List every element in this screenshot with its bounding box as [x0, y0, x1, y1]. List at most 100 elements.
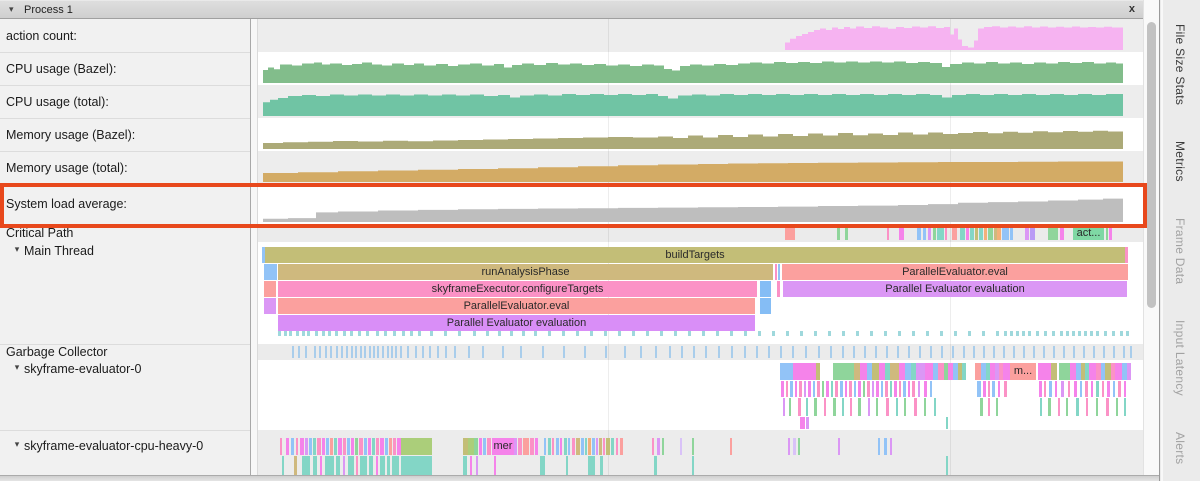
trace-slice[interactable] — [904, 398, 906, 416]
trace-slice[interactable] — [854, 363, 860, 380]
trace-slice[interactable] — [548, 438, 551, 455]
trace-slice[interactable] — [730, 438, 732, 455]
trace-slice[interactable] — [1066, 398, 1068, 416]
trace-slice[interactable] — [523, 438, 529, 455]
trace-slice[interactable] — [1070, 363, 1076, 380]
trace-slice[interactable] — [540, 456, 545, 475]
trace-slice[interactable] — [890, 381, 892, 397]
trace-slice[interactable] — [1085, 363, 1089, 380]
trace-slice[interactable] — [368, 438, 371, 455]
trace-slice[interactable] — [1089, 363, 1096, 380]
trace-slice[interactable] — [355, 438, 358, 455]
trace-slice[interactable] — [372, 438, 375, 455]
process-header[interactable]: ▾ Process 1 x — [0, 0, 1143, 19]
trace-slice[interactable] — [518, 438, 522, 455]
trace-slice[interactable] — [1002, 227, 1009, 240]
trace-slice[interactable] — [280, 438, 282, 455]
trace-slice[interactable] — [952, 227, 957, 240]
trace-slice[interactable] — [868, 398, 870, 416]
trace-slice[interactable] — [793, 363, 816, 380]
trace-slice[interactable] — [845, 381, 847, 397]
trace-slice[interactable] — [958, 363, 962, 380]
trace-slice[interactable] — [380, 456, 385, 475]
trace-slice[interactable] — [474, 438, 478, 455]
trace-slice-labeled[interactable]: mer — [492, 438, 514, 455]
trace-slice[interactable] — [934, 398, 936, 416]
trace-slice[interactable] — [654, 456, 657, 475]
trace-slice[interactable] — [849, 381, 852, 397]
trace-slice[interactable] — [960, 227, 965, 240]
trace-slice[interactable] — [970, 227, 974, 240]
trace-slice[interactable] — [468, 438, 474, 455]
trace-slice[interactable] — [1044, 381, 1046, 397]
trace-slice[interactable] — [938, 363, 944, 380]
trace-slice[interactable] — [1055, 381, 1057, 397]
trace-slice[interactable] — [876, 398, 878, 416]
trace-slice[interactable] — [994, 227, 997, 240]
trace-slice-labeled[interactable]: runAnalysisPhase — [278, 264, 773, 280]
trace-slice[interactable] — [376, 456, 378, 475]
trace-slice[interactable] — [1113, 381, 1115, 397]
trace-slice[interactable] — [806, 417, 809, 429]
trace-slice[interactable] — [903, 381, 906, 397]
trace-slice[interactable] — [867, 363, 872, 380]
trace-slice[interactable] — [1068, 381, 1070, 397]
trace-slice[interactable] — [588, 438, 591, 455]
trace-slice[interactable] — [923, 227, 926, 240]
trace-slice[interactable] — [572, 438, 575, 455]
trace-slice[interactable] — [611, 438, 614, 455]
track-canvas-cpu-bazel[interactable] — [258, 52, 1143, 85]
trace-slice[interactable] — [977, 381, 981, 397]
trace-slice[interactable] — [364, 438, 367, 455]
trace-slice[interactable] — [933, 227, 936, 240]
trace-slice[interactable] — [530, 438, 534, 455]
trace-slice[interactable] — [1105, 363, 1111, 380]
trace-slice[interactable] — [984, 227, 987, 240]
trace-slice[interactable] — [1081, 363, 1085, 380]
trace-slice[interactable] — [1085, 381, 1088, 397]
trace-slice[interactable] — [487, 438, 491, 455]
trace-slice[interactable] — [1030, 227, 1035, 240]
trace-slice[interactable] — [1038, 363, 1051, 380]
trace-slice-labeled[interactable]: ParallelEvaluator.eval — [278, 298, 755, 314]
trace-slice[interactable] — [799, 381, 802, 397]
trace-slice[interactable] — [264, 264, 277, 280]
trace-slice[interactable] — [338, 438, 342, 455]
trace-slice[interactable] — [1101, 363, 1105, 380]
trace-slice[interactable] — [835, 381, 838, 397]
trace-slice[interactable] — [387, 456, 390, 475]
trace-slice[interactable] — [890, 363, 899, 380]
trace-slice[interactable] — [1058, 398, 1060, 416]
trace-slice[interactable] — [1116, 398, 1118, 416]
trace-slice[interactable] — [899, 227, 904, 240]
trace-slice[interactable] — [1102, 381, 1104, 397]
trace-slice[interactable] — [369, 456, 373, 475]
trace-slice[interactable] — [1049, 381, 1052, 397]
trace-slice[interactable] — [1086, 398, 1088, 416]
trace-slice[interactable] — [282, 456, 284, 475]
trace-slice[interactable] — [795, 381, 797, 397]
trace-slice[interactable] — [914, 398, 917, 416]
trace-slice[interactable] — [568, 438, 570, 455]
trace-slice[interactable] — [397, 438, 401, 455]
trace-slice[interactable] — [401, 438, 432, 455]
trace-slice[interactable] — [313, 456, 317, 475]
trace-slice[interactable] — [878, 438, 880, 455]
trace-slice[interactable] — [616, 438, 618, 455]
trace-slice[interactable] — [264, 281, 276, 297]
trace-slice[interactable] — [336, 456, 340, 475]
trace-slice[interactable] — [1059, 363, 1070, 380]
trace-slice[interactable] — [983, 381, 986, 397]
trace-slice[interactable] — [1048, 398, 1051, 416]
trace-slice[interactable] — [560, 438, 562, 455]
track-label-skyframe-evaluator-0[interactable]: ▾ skyframe-evaluator-0 — [0, 360, 250, 430]
trace-slice[interactable] — [884, 438, 887, 455]
trace-slice[interactable] — [980, 398, 983, 416]
trace-slice[interactable] — [463, 456, 467, 475]
trace-slice[interactable] — [1118, 381, 1121, 397]
trace-slice[interactable] — [775, 264, 777, 280]
trace-slice[interactable] — [885, 363, 890, 380]
track-label-main-thread[interactable]: ▾ Main Thread — [0, 242, 250, 344]
trace-slice[interactable] — [389, 438, 392, 455]
trace-slice[interactable] — [780, 363, 793, 380]
